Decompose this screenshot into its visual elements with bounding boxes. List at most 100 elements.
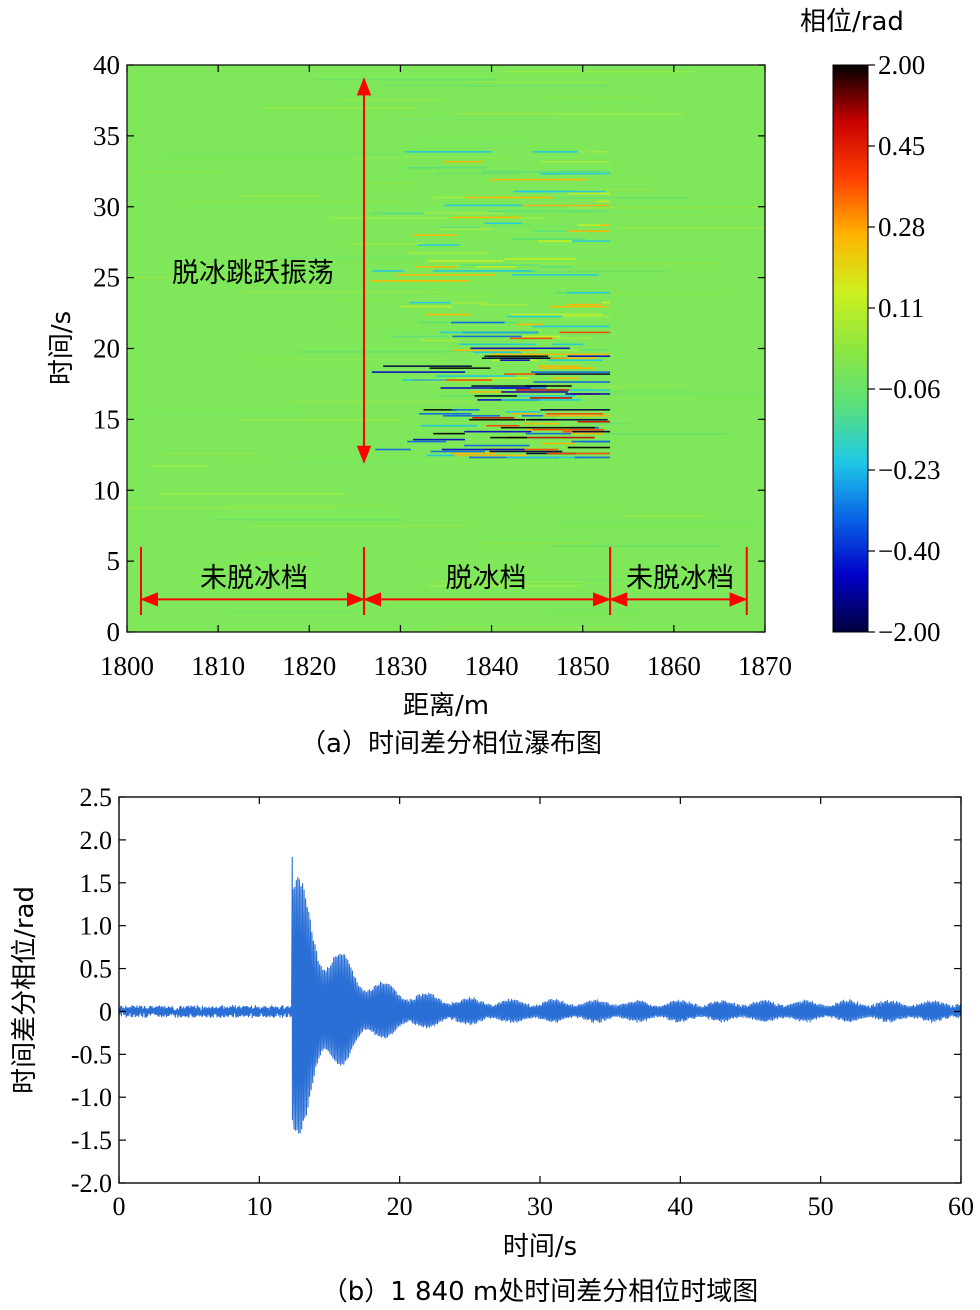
heatmap-cell <box>440 387 531 389</box>
heatmap-cell <box>543 414 611 417</box>
heatmap-cell <box>484 355 549 358</box>
colorbar-tick-label: 0.28 <box>878 212 925 242</box>
heatmap-cell <box>371 212 458 215</box>
heatmap-cell <box>600 393 765 395</box>
heatmap-cell <box>434 196 466 199</box>
line-y-ticks: -2.0 -1.5 -1.0 -0.5 0 0.5 1.0 1.5 2.0 2.5 <box>71 783 961 1198</box>
heatmap-cell <box>517 349 606 352</box>
line-x-ticks: 0 10 20 30 40 50 60 <box>113 797 974 1221</box>
colorbar-tick-label: 0.11 <box>878 293 924 323</box>
segment-label-left: 未脱冰档 <box>200 563 308 594</box>
heatmap-cell <box>504 373 536 375</box>
heatmap-cell <box>488 210 556 213</box>
heatmap-cell <box>263 107 416 109</box>
heatmap-cell <box>469 418 526 421</box>
heatmap-cell <box>568 192 611 195</box>
line-x-tick-label: 30 <box>527 1192 553 1221</box>
heatmap-cell <box>464 444 530 447</box>
heatmap-cell <box>522 335 561 338</box>
heatmap-cell <box>149 465 208 467</box>
heatmap-cell <box>507 271 669 273</box>
heatmap-cell <box>530 418 608 421</box>
segment-label-middle: 脱冰档 <box>446 563 527 594</box>
heatmap-cell <box>355 157 515 159</box>
heatmap-cell <box>421 381 508 383</box>
heatmap-cell <box>580 440 611 443</box>
heatmap-cell <box>486 424 520 427</box>
heatmap-cell <box>577 189 655 191</box>
heatmap-cell <box>476 266 516 268</box>
heatmap-cell <box>504 258 576 260</box>
heatmap-cell <box>532 151 593 153</box>
heatmap-cell <box>481 357 568 360</box>
heatmap-cell <box>464 430 532 433</box>
heatmap-cell <box>238 419 403 421</box>
heatmap-cell <box>525 385 572 387</box>
heatmap-cell <box>569 389 611 391</box>
heatmap-cell <box>444 204 543 207</box>
heatmap-cell <box>468 385 684 387</box>
heatmap-cell <box>561 315 611 318</box>
heatmap-cell <box>244 261 417 263</box>
heatmap-cell <box>438 226 480 229</box>
colorbar-tick-label: −0.23 <box>878 455 940 485</box>
heatmap-cell <box>571 170 611 173</box>
heatmap-y-tick-label: 40 <box>93 50 120 80</box>
heatmap-cell <box>432 270 532 272</box>
heatmap-cell <box>411 379 492 381</box>
heatmap-cell <box>550 357 597 360</box>
series-line <box>118 856 962 1134</box>
heatmap-cell <box>149 415 313 417</box>
heatmap-cell <box>231 589 296 591</box>
colorbar-gradient <box>832 64 869 633</box>
heatmap-cell <box>423 409 457 411</box>
line-panel: 0 10 20 30 40 50 60 -2.0 -1.5 -1.0 -0.5 0 0.5 1.0 1.5… <box>10 783 974 1307</box>
colorbar-ticks: 2.00 0.45 0.28 0.11 −0.06 −0.23 −0.40 −2.00 <box>868 50 940 647</box>
heatmap-cell <box>520 190 605 193</box>
caption-a: （a）时间差分相位瀑布图 <box>300 729 602 759</box>
heatmap-cell <box>459 113 685 115</box>
heatmap-cell <box>479 303 529 306</box>
heatmap-cell <box>531 371 611 373</box>
heatmap-cell <box>516 389 570 391</box>
heatmap-cell <box>473 391 694 393</box>
heatmap-cell <box>371 371 466 373</box>
heatmap-cell <box>556 432 605 435</box>
heatmap-cell <box>406 252 490 254</box>
heatmap-x-ticks: 1800 1810 1820 1830 1840 1850 1860 1870 <box>100 65 792 681</box>
heatmap-cell <box>329 217 547 219</box>
heatmap-cell <box>478 579 673 581</box>
colorbar-tick-label: −0.40 <box>878 536 940 566</box>
heatmap-cell <box>292 401 476 403</box>
line-x-tick-label: 50 <box>808 1192 834 1221</box>
heatmap-cell <box>459 343 537 346</box>
heatmap-x-tick-label: 1840 <box>465 651 519 681</box>
line-y-tick-label: -1.5 <box>71 1126 112 1155</box>
heatmap-cell <box>427 260 504 262</box>
heatmap-cell <box>416 266 457 268</box>
heatmap-cell <box>449 233 517 235</box>
heatmap-cell <box>529 397 573 399</box>
heatmap-cell <box>602 301 611 304</box>
heatmap-cell <box>226 459 273 461</box>
heatmap-y-tick-label: 20 <box>93 334 120 364</box>
heatmap-y-tick-label: 10 <box>93 475 120 505</box>
heatmap-cell <box>511 274 599 276</box>
heatmap-cell <box>571 240 611 242</box>
colorbar-tick-label: 2.00 <box>878 50 925 80</box>
heatmap-cell <box>577 420 611 423</box>
heatmap-cell <box>213 519 405 521</box>
heatmap-cell <box>417 244 460 246</box>
heatmap-cell <box>435 173 522 175</box>
heatmap-cell <box>545 97 653 99</box>
line-x-tick-label: 60 <box>948 1192 974 1221</box>
heatmap-cell <box>472 416 515 419</box>
line-y-tick-label: 1.0 <box>80 912 113 941</box>
line-x-tick-label: 20 <box>387 1192 413 1221</box>
line-y-tick-label: 0.5 <box>80 955 113 984</box>
heatmap-cell <box>487 377 531 379</box>
heatmap-cell <box>461 264 539 266</box>
heatmap-cell <box>436 375 476 377</box>
heatmap-cell <box>578 151 611 153</box>
